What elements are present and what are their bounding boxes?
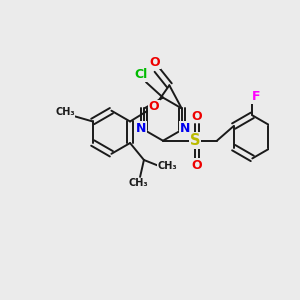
Text: O: O	[148, 100, 159, 113]
Text: CH₃: CH₃	[129, 178, 148, 188]
Text: CH₃: CH₃	[157, 161, 177, 171]
Text: N: N	[180, 122, 190, 135]
Text: O: O	[192, 159, 202, 172]
Text: F: F	[252, 90, 260, 103]
Text: S: S	[190, 133, 201, 148]
Text: O: O	[192, 110, 202, 123]
Text: O: O	[149, 56, 160, 69]
Text: CH₃: CH₃	[55, 107, 75, 117]
Text: Cl: Cl	[135, 68, 148, 81]
Text: N: N	[136, 122, 146, 135]
